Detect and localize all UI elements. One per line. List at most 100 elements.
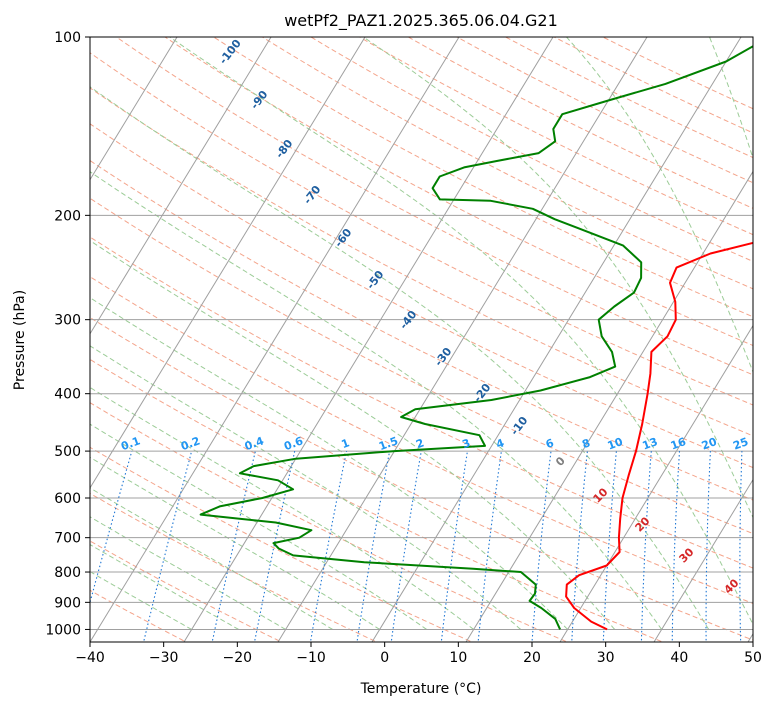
isotherm [465, 170, 753, 642]
mixing-ratio-label: 10 [606, 435, 625, 453]
dry-adiabat [505, 37, 753, 159]
dry-adiabat-label: -60 [332, 226, 355, 250]
isotherm [90, 37, 366, 489]
y-tick-label: 100 [54, 30, 81, 46]
dry-adiabat [90, 159, 753, 501]
y-tick-label: 200 [54, 208, 81, 224]
isotherm [559, 324, 753, 642]
moist-adiabat-label: 30 [677, 545, 697, 565]
moist-adiabat-label: 10 [591, 485, 611, 505]
y-axis-label: Pressure (hPa) [12, 290, 28, 390]
mixing-ratio-line [211, 450, 256, 642]
isotherm [371, 37, 742, 642]
y-tick-label: 400 [54, 387, 81, 403]
dry-adiabat [262, 37, 753, 290]
x-tick-label: 0 [380, 650, 389, 666]
mixing-ratio-line [739, 451, 743, 642]
dry-adiabat [90, 492, 378, 642]
chart-title: wetPf2_PAZ1.2025.365.06.04.G21 [284, 11, 558, 31]
dry-adiabat-label: -70 [301, 183, 324, 207]
dry-adiabat [90, 123, 753, 469]
x-tick-label: 40 [670, 650, 688, 666]
dry-adiabat [90, 540, 283, 642]
x-axis-label: Temperature (°C) [360, 681, 482, 697]
background-lines [90, 37, 769, 644]
isotherm [747, 632, 753, 642]
moist-adiabat [363, 37, 753, 519]
dry-adiabat [90, 358, 665, 642]
mixing-ratio-line [254, 450, 296, 642]
x-tick-label: 30 [597, 650, 615, 666]
moist-adiabat [90, 386, 474, 630]
dry-adiabat-label: -50 [364, 268, 387, 292]
temperature-curve [565, 241, 753, 631]
mixing-ratio-line [90, 450, 133, 605]
moist-adiabat [90, 423, 427, 630]
dry-adiabat [456, 37, 753, 184]
dry-adiabat-label: -30 [432, 345, 455, 369]
dry-adiabat [359, 37, 753, 236]
isotherm [90, 37, 460, 642]
dry-adiabat [90, 197, 753, 535]
mixing-ratio-line [671, 451, 681, 642]
moist-adiabat [90, 297, 569, 630]
mixing-ratio-line [767, 451, 769, 644]
dry-adiabat-label: -40 [397, 308, 420, 332]
y-tick-label: 300 [54, 313, 81, 329]
isotherm [653, 478, 753, 642]
moist-adiabat [90, 543, 239, 630]
mixing-ratio-line [531, 451, 552, 642]
x-tick-label: −40 [75, 650, 105, 666]
mixing-ratio-line [143, 450, 193, 642]
mixing-ratio-label: 2 [414, 436, 426, 451]
moist-adiabat [90, 487, 333, 630]
dewpoint-curve [199, 45, 753, 630]
x-tick-label: −20 [223, 650, 253, 666]
mixing-ratio-line [309, 450, 348, 642]
axes: −40 −30 −20 −10 0 10 20 30 40 5010009008007006005… [45, 30, 762, 666]
moist-adiabat [566, 37, 753, 374]
mixing-ratio-line [477, 451, 502, 642]
mixing-ratio-label: 1 [340, 436, 352, 451]
x-tick-label: 20 [523, 650, 541, 666]
moist-adiabat [90, 86, 710, 630]
mixing-ratio-label: 6 [544, 436, 556, 451]
isotherm [90, 37, 272, 335]
y-tick-label: 800 [54, 565, 81, 581]
y-tick-label: 600 [54, 491, 81, 507]
x-tick-label: 10 [449, 650, 467, 666]
dry-adiabat [90, 276, 753, 605]
dry-adiabat [164, 37, 753, 347]
line-labels: -100-90-80-70-60-50-40-30-20-100.1 0.2 0.4… [119, 37, 750, 597]
y-tick-label: 1000 [45, 622, 81, 638]
dry-adiabat [90, 87, 753, 437]
mixing-ratio-label: 16 [669, 435, 688, 453]
dry-adiabat [310, 37, 753, 262]
mixing-ratio-label: 3 [460, 436, 472, 451]
mixing-ratio-label: 4 [494, 436, 506, 451]
moist-adiabat [169, 37, 753, 626]
moist-adiabat [90, 516, 286, 630]
isotherm [277, 37, 648, 642]
dry-adiabat-label: -10 [508, 414, 531, 438]
x-tick-label: −30 [149, 650, 179, 666]
mixing-ratio-label: 1.5 [377, 434, 400, 453]
mixing-ratio-label: 0.6 [282, 434, 305, 453]
moist-adiabat-label: 0 [553, 454, 568, 469]
dry-adiabat-label: -90 [248, 88, 271, 112]
dry-adiabat-label: -100 [217, 37, 244, 67]
x-tick-label: 50 [744, 650, 762, 666]
dry-adiabat [90, 236, 753, 569]
mixing-ratio-line [640, 451, 652, 642]
profile-curves [199, 45, 753, 631]
moist-adiabat-label: 40 [722, 576, 742, 596]
dry-adiabat [213, 37, 753, 318]
mixing-ratio-label: 0.2 [179, 434, 202, 453]
moist-adiabat [90, 171, 663, 630]
moist-adiabat [709, 37, 753, 160]
mixing-ratio-label: 13 [641, 435, 660, 452]
mixing-ratio-line [602, 451, 617, 642]
moist-adiabat [90, 345, 522, 630]
x-tick-label: −10 [296, 650, 326, 666]
